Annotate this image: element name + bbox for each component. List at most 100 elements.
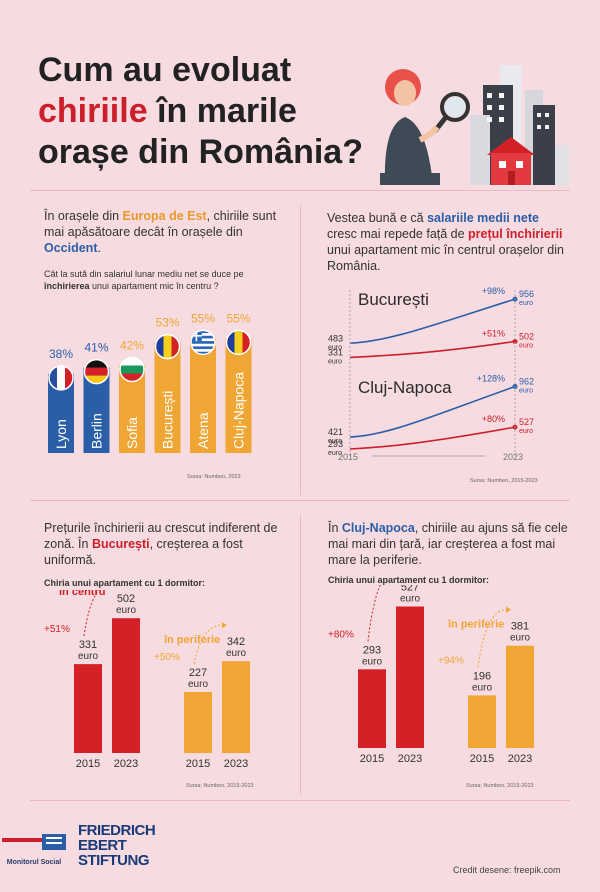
section4-source: Sursa: Numbeo, 2015-2023 (466, 783, 534, 789)
section1-question-bold: închirierea (44, 281, 90, 291)
bar-2015 (74, 664, 102, 753)
bar-value-unit: euro (116, 605, 136, 616)
monitorul-social-logo: Monitorul Social (2, 826, 66, 868)
group-label: în centru (342, 585, 389, 586)
section4-subtitle: Chiria unui apartament cu 1 dormitor: (328, 575, 490, 585)
section3-city: București (91, 537, 150, 551)
line-end-value: 962 (519, 377, 534, 387)
line-series (349, 298, 516, 345)
line-start-unit: euro (328, 358, 342, 365)
bulgaria-flag-icon (120, 357, 144, 382)
bar-value-label: 53% (155, 316, 179, 330)
growth-arrow (367, 585, 382, 642)
section3-intro-text: Prețurile închirierii au crescut indifer… (44, 521, 278, 551)
bar-atena (190, 338, 216, 453)
fes-logo-line2: EBERT (78, 837, 127, 854)
line-growth-label: +80% (482, 414, 505, 424)
section1-intro-text: În orașele din (44, 209, 123, 223)
section2-source: Sursa: Numbeo, 2015-2023 (470, 478, 538, 484)
line-start-unit: euro (328, 438, 342, 445)
x-tick-2015: 2015 (338, 452, 358, 462)
section4-intro-text: În (328, 521, 342, 535)
growth-arrow (193, 624, 223, 665)
bar-value-label: 502 (117, 593, 135, 605)
flag-border (119, 356, 145, 383)
monitorul-social-logo-text: Monitorul Social (6, 859, 62, 866)
bar-value-unit: euro (78, 651, 98, 662)
cluj-rent-bar-chart: în centru293euro2015527euro2023+80%în pe… (328, 585, 534, 765)
divider-bottom (30, 800, 570, 801)
section2-highlight-rent: prețul închirierii (468, 227, 563, 241)
line-start-value: 421 (328, 427, 343, 437)
flag-border (48, 365, 74, 391)
section3-subtitle: Chiria unui apartament cu 1 dormitor: (44, 578, 206, 588)
bar-bucurești (154, 342, 181, 453)
section1-intro-mid: , chiriile sunt mai apăsătoare decât în … (44, 209, 277, 239)
section2-intro: Vestea bună e că salariile medii nete cr… (327, 210, 567, 274)
line-series (349, 340, 516, 359)
line-endpoint (512, 338, 518, 344)
section3-source: Sursa: Numbeo, 2015-2023 (186, 783, 254, 789)
line-series (349, 426, 516, 450)
growth-arrow (477, 609, 507, 668)
bar-value-unit: euro (362, 656, 382, 667)
fes-logo-line3: STIFTUNG (78, 852, 150, 869)
line-end-unit: euro (519, 300, 533, 307)
growth-label: +80% (328, 629, 354, 640)
divider-top (30, 190, 570, 191)
section2-intro-end: unui apartament mic în centrul orașelor … (327, 243, 564, 273)
section2-intro-mid: cresc mai repede față de (327, 227, 469, 241)
section1-question-text: Cât la sută din salariul lunar mediu net… (44, 269, 244, 279)
section1-intro: În orașele din Europa de Est, chiriile s… (44, 208, 280, 256)
bar-value-label: 42% (120, 339, 144, 353)
line-start-value: 293 (328, 439, 343, 449)
section1-question-end: unui apartament mic în centru ? (89, 281, 219, 291)
line-start-value: 483 (328, 333, 343, 343)
growth-arrow-head (222, 622, 227, 629)
section1-question: Cât la sută din salariul lunar mediu net… (44, 268, 280, 292)
line-start-value: 331 (328, 347, 343, 357)
bar-2015 (358, 669, 386, 748)
line-chart-title: București (358, 290, 429, 309)
bar-value-label: 41% (84, 341, 108, 355)
section1-intro-end: . (97, 241, 101, 255)
bar-category-label: Berlin (89, 413, 105, 449)
bar-value-unit: euro (188, 679, 208, 690)
line-end-value: 956 (519, 289, 534, 299)
flag-border (225, 329, 252, 356)
bar-value-label: 293 (363, 644, 381, 656)
bar-value-label: 342 (227, 636, 245, 648)
line-chart-title: Cluj-Napoca (358, 378, 452, 397)
illustration-credit: Credit desene: freepik.com (453, 865, 561, 875)
group-label: în centru (58, 590, 105, 598)
section1-source: Sursa: Numbeo, 2023 (187, 474, 241, 480)
line-start-unit: euro (328, 450, 342, 457)
group-label: în periferie (447, 619, 504, 631)
section4-intro: În Cluj-Napoca, chiriile au ajuns să fie… (328, 520, 568, 568)
bar-year-label: 2015 (186, 758, 210, 770)
line-growth-label: +98% (482, 286, 505, 296)
bar-2023 (506, 645, 534, 748)
section2-intro-text: Vestea bună e că (327, 211, 428, 225)
title-line-1: Cum au evoluat (38, 51, 292, 89)
growth-arrow-head (506, 606, 511, 613)
title-line-2: chiriile în marile (38, 91, 363, 132)
woman-with-magnifier-and-buildings-illustration (380, 65, 569, 185)
flag-border (154, 333, 181, 360)
page-title: Cum au evoluat chiriile în marile orașe … (38, 50, 363, 173)
bar-category-label: București (160, 391, 176, 449)
bar-category-label: Sofia (124, 417, 140, 449)
bar-cluj-napoca (225, 338, 252, 453)
bar-2023 (222, 661, 250, 753)
bar-year-label: 2023 (508, 753, 532, 765)
romania-flag-icon (226, 330, 251, 355)
growth-label: +51% (44, 624, 70, 635)
bar-value-label: 38% (49, 347, 73, 361)
line-end-value: 502 (519, 331, 534, 341)
title-line-3: orașe din România? (38, 133, 363, 171)
line-end-value: 527 (519, 417, 534, 427)
flag-border (83, 358, 110, 385)
fes-logo-line1: FRIEDRICH (78, 822, 156, 839)
france-flag-icon (49, 365, 73, 390)
line-series (349, 385, 516, 438)
